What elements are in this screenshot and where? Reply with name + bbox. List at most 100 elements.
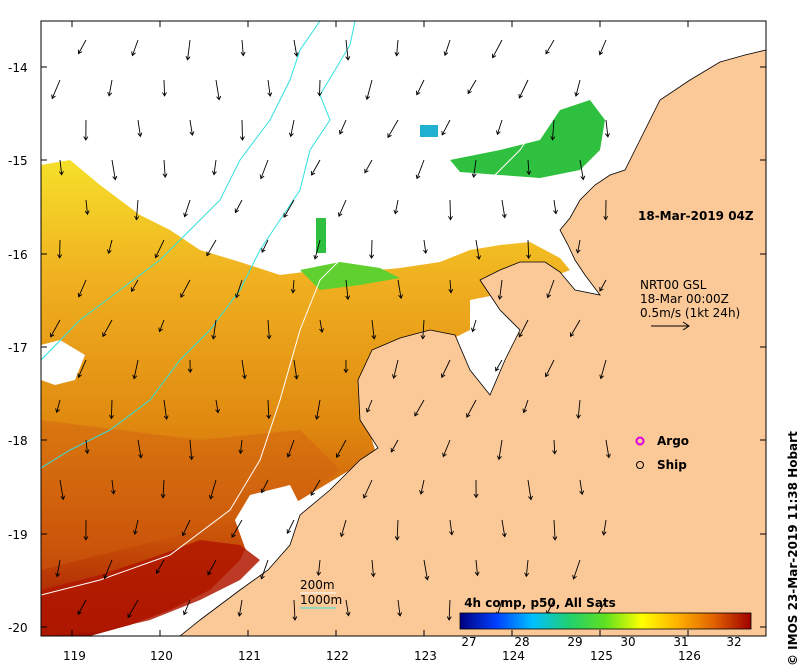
- current-arrow-icon: [180, 279, 191, 298]
- colorbar: 4h comp, p50, All Sats 27 28 29 30 31 32: [459, 596, 752, 649]
- current-arrow-icon: [266, 399, 272, 420]
- current-arrow-icon: [518, 319, 529, 338]
- current-arrow-icon: [207, 559, 217, 576]
- current-arrow-icon: [55, 559, 61, 578]
- coastline: [179, 49, 766, 636]
- lon-label: 120: [150, 649, 173, 663]
- current-arrow-icon: [364, 159, 373, 174]
- current-arrow-icon: [443, 39, 451, 57]
- current-arrow-icon: [237, 599, 243, 617]
- current-arrow-icon: [345, 599, 351, 617]
- current-arrow-icon: [414, 399, 425, 417]
- current-arrow-icon: [552, 519, 558, 541]
- lat-label: -16: [8, 248, 28, 262]
- current-arrow-icon: [260, 479, 269, 494]
- current-arrow-icon: [339, 519, 347, 538]
- colorbar-tick: 31: [673, 635, 688, 649]
- contour-200m: [41, 39, 601, 596]
- sst-mid-band: [41, 420, 340, 570]
- current-arrow-icon: [441, 119, 451, 136]
- lat-label: -17: [8, 341, 28, 355]
- sst-field: [41, 160, 570, 636]
- current-arrow-icon: [77, 359, 87, 379]
- current-arrow-icon: [107, 79, 113, 97]
- current-arrow-icon: [550, 119, 556, 141]
- current-arrow-icon: [397, 599, 403, 617]
- currents-source: NRT00 GSL: [640, 278, 707, 292]
- current-arrow-icon: [155, 559, 165, 574]
- current-arrow-icon: [181, 519, 191, 537]
- current-arrow-icon: [471, 319, 477, 333]
- current-arrow-icon: [259, 159, 269, 180]
- current-arrow-icon: [449, 519, 454, 536]
- argo-marker-icon: [635, 436, 645, 446]
- current-arrow-icon: [448, 279, 454, 294]
- current-arrow-icon: [473, 479, 479, 499]
- current-arrow-icon: [416, 79, 425, 96]
- current-arrow-icon: [238, 439, 244, 455]
- current-arrow-icon: [569, 319, 581, 338]
- current-arrow-icon: [206, 239, 217, 257]
- current-arrow-icon: [496, 439, 503, 461]
- current-arrow-icon: [495, 359, 503, 372]
- current-arrow-icon: [234, 199, 243, 214]
- current-arrow-icon: [137, 119, 143, 138]
- contour-1000m-west: [41, 21, 321, 361]
- current-arrow-icon: [102, 319, 113, 338]
- sst-cyan-patch: [420, 125, 438, 137]
- current-arrow-icon: [132, 519, 139, 536]
- current-arrow-icon: [575, 239, 581, 254]
- current-arrow-icon: [422, 239, 428, 255]
- current-arrow-icon: [84, 439, 90, 455]
- current-arrow-icon: [553, 199, 558, 215]
- current-arrow-icon: [387, 119, 399, 139]
- current-arrow-icon: [544, 359, 555, 378]
- current-arrow-icon: [266, 319, 272, 340]
- current-arrow-icon: [286, 519, 295, 535]
- current-arrow-icon: [579, 479, 585, 496]
- lon-label: 119: [63, 649, 86, 663]
- current-arrow-icon: [598, 39, 607, 56]
- current-arrow-icon: [231, 519, 243, 538]
- current-arrow-icon: [317, 79, 323, 97]
- current-arrow-icon: [292, 599, 298, 621]
- imos-credit: © IMOS 23-Mar-2019 11:38 Hobart: [786, 431, 800, 666]
- current-arrow-icon: [208, 479, 217, 500]
- cloud-gap-west: [41, 340, 85, 385]
- current-arrow-icon: [189, 119, 195, 136]
- current-arrow-icon: [182, 599, 191, 616]
- current-arrow-icon: [337, 199, 347, 217]
- current-arrow-icon: [239, 119, 245, 141]
- current-arrow-icon: [188, 439, 194, 461]
- current-arrow-icon: [362, 479, 373, 499]
- current-arrow-icon: [137, 439, 143, 459]
- current-arrow-icon: [467, 79, 477, 95]
- current-arrow-icon: [132, 359, 139, 380]
- current-arrow-icon: [599, 359, 607, 380]
- current-vectors: [50, 39, 611, 621]
- cloud-gap-south: [235, 485, 300, 560]
- current-arrow-icon: [420, 319, 426, 340]
- current-arrow-icon: [290, 279, 296, 294]
- colorbar-tick: 30: [620, 635, 635, 649]
- current-arrow-icon: [57, 239, 63, 259]
- contour-1000m: [41, 21, 356, 469]
- current-arrow-icon: [293, 359, 299, 380]
- current-arrow-icon: [545, 39, 555, 55]
- current-arrow-icon: [260, 559, 269, 580]
- current-arrow-icon: [127, 599, 139, 619]
- current-arrow-icon: [310, 479, 321, 496]
- current-arrow-icon: [163, 399, 169, 420]
- map-plot-area: [41, 21, 766, 636]
- current-arrow-icon: [552, 439, 558, 455]
- current-arrow-icon: [183, 199, 191, 218]
- current-arrow-icon: [391, 359, 399, 380]
- current-arrow-icon: [185, 39, 191, 61]
- current-arrow-icon: [572, 559, 581, 580]
- depth-legend: 200m 1000m: [300, 578, 342, 609]
- current-arrow-icon: [311, 159, 321, 176]
- current-arrow-icon: [599, 279, 607, 292]
- current-arrow-icon: [83, 119, 89, 141]
- lat-axis: -14 -15 -16 -17 -18 -19 -20: [8, 61, 766, 635]
- current-arrow-icon: [267, 79, 273, 97]
